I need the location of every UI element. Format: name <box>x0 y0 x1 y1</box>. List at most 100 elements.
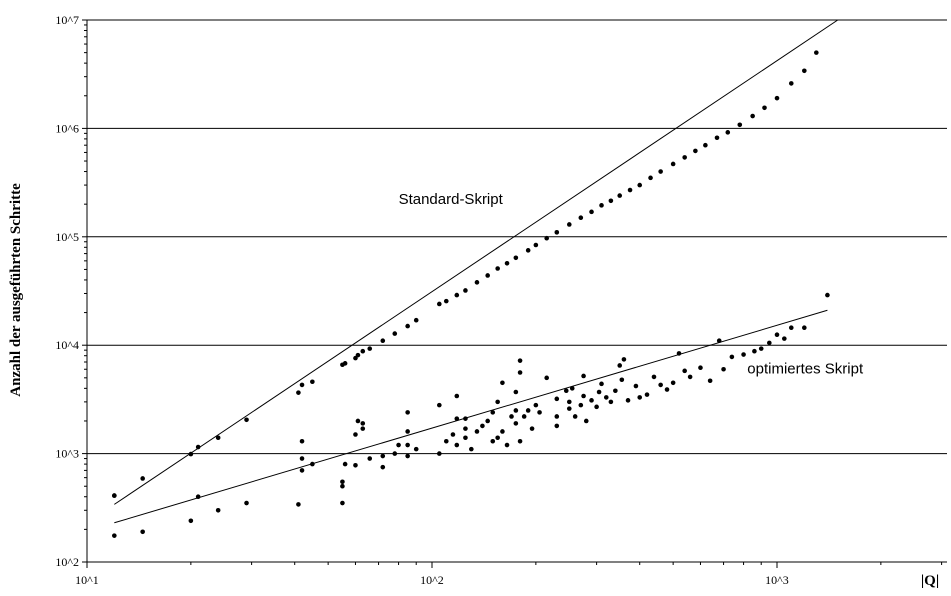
data-point-series-2 <box>463 416 468 421</box>
data-point-series-1 <box>703 142 708 148</box>
data-point-series-2 <box>603 395 609 400</box>
data-point-series-1 <box>380 338 386 344</box>
data-point-series-2 <box>758 346 764 351</box>
data-point-series-2 <box>299 438 305 444</box>
data-point-series-1 <box>637 182 643 188</box>
data-point-series-2 <box>513 408 519 413</box>
y-tick-label: 10^6 <box>55 121 79 135</box>
data-point-series-2 <box>544 375 549 381</box>
annotation-standard-skript: Standard-Skript <box>399 191 504 208</box>
data-point-series-1 <box>244 417 249 423</box>
data-point-series-2 <box>454 393 460 399</box>
data-point-series-2 <box>581 393 586 399</box>
data-point-series-2 <box>296 502 301 507</box>
data-point-series-1 <box>215 435 221 441</box>
data-point-series-2 <box>651 374 657 380</box>
data-point-series-1 <box>788 81 794 86</box>
data-point-series-1 <box>392 331 398 336</box>
data-point-series-2 <box>405 429 410 434</box>
data-point-series-2 <box>355 418 361 424</box>
data-point-series-1 <box>608 198 614 204</box>
y-tick-marks <box>82 19 87 563</box>
data-point-series-1 <box>504 260 510 266</box>
data-point-series-2 <box>405 453 410 459</box>
data-point-series-2 <box>392 451 398 456</box>
data-point-series-2 <box>621 357 627 362</box>
data-point-series-2 <box>299 468 305 473</box>
data-point-series-2 <box>617 363 623 368</box>
data-point-series-2 <box>566 406 572 411</box>
data-point-series-2 <box>525 408 531 413</box>
data-point-series-2 <box>353 432 358 437</box>
annotation-optimiertes-skript: optimiertes Skript <box>747 360 864 377</box>
data-point-series-1 <box>578 215 584 221</box>
y-axis-label: Anzahl der ausgeführten Schritte <box>8 183 24 397</box>
data-point-series-2 <box>788 325 794 331</box>
data-point-series-1 <box>802 68 807 74</box>
data-point-series-2 <box>299 456 305 461</box>
data-point-series-1 <box>554 230 560 235</box>
data-point-series-2 <box>437 451 442 456</box>
data-point-series-1 <box>566 222 572 227</box>
data-point-series-2 <box>554 423 560 429</box>
data-point-series-2 <box>521 414 527 419</box>
data-point-series-2 <box>658 382 663 388</box>
data-point-series-2 <box>752 348 757 354</box>
tick-labels: 10^2 10^3 10^4 10^5 10^6 10^7 10^1 10^2 10^3 <box>55 13 788 587</box>
data-point-series-1 <box>360 348 366 354</box>
trendlines <box>114 19 839 524</box>
data-point-series-2 <box>578 402 584 408</box>
data-point-series-2 <box>215 507 221 513</box>
data-point-series-2 <box>581 373 586 379</box>
data-point-series-1 <box>299 382 305 388</box>
data-point-series-2 <box>682 368 687 374</box>
data-point-series-2 <box>463 435 468 441</box>
data-point-series-1 <box>405 323 410 329</box>
y-tick-label: 10^5 <box>55 230 79 244</box>
data-point-series-1 <box>544 235 549 241</box>
data-point-series-1 <box>648 175 653 181</box>
data-point-series-2 <box>596 389 602 395</box>
data-point-series-1 <box>533 242 539 248</box>
data-point-series-2 <box>443 438 449 444</box>
data-point-series-2 <box>140 529 145 535</box>
data-point-series-2 <box>485 418 490 424</box>
y-tick-label: 10^7 <box>55 13 79 27</box>
data-point-series-2 <box>633 383 639 389</box>
data-point-series-2 <box>112 493 117 498</box>
data-point-series-1 <box>296 390 301 395</box>
data-point-series-2 <box>244 500 249 506</box>
data-point-series-2 <box>529 426 535 431</box>
data-point-series-1 <box>725 130 731 135</box>
data-point-series-2 <box>644 392 650 397</box>
data-point-series-2 <box>474 429 480 434</box>
data-point-series-2 <box>504 442 510 448</box>
data-point-series-2 <box>774 332 780 337</box>
data-point-series-2 <box>454 416 460 421</box>
data-point-series-2 <box>188 518 194 524</box>
data-point-series-1 <box>463 288 468 293</box>
data-point-series-1 <box>814 50 819 55</box>
y-tick-label: 10^4 <box>55 338 79 352</box>
data-point-series-2 <box>367 456 373 461</box>
data-point-series-2 <box>619 377 625 383</box>
data-point-series-1 <box>762 105 767 111</box>
data-point-series-2 <box>509 414 514 419</box>
data-point-series-2 <box>782 336 787 341</box>
data-point-series-2 <box>500 429 505 434</box>
data-point-series-2 <box>554 414 560 419</box>
data-point-series-1 <box>513 255 519 261</box>
data-point-series-1 <box>342 361 348 366</box>
data-point-series-2 <box>670 380 676 386</box>
data-point-series-1 <box>714 135 720 141</box>
data-point-series-2 <box>802 325 807 331</box>
trendline-2 <box>114 309 828 524</box>
data-point-series-2 <box>517 370 523 375</box>
data-point-series-2 <box>360 426 366 431</box>
data-point-series-2 <box>454 442 460 448</box>
y-tick-label: 10^2 <box>55 555 79 569</box>
data-point-series-1 <box>658 169 663 174</box>
data-point-series-2 <box>380 453 386 459</box>
data-point-series-1 <box>310 379 315 385</box>
